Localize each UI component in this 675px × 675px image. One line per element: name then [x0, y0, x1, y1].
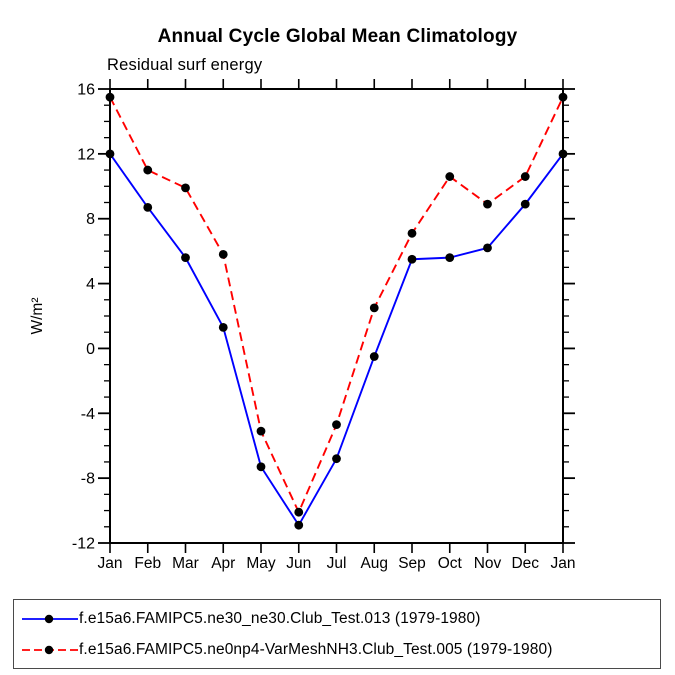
legend-swatch-solid-line — [22, 614, 78, 623]
x-axis-tick-label: Jul — [327, 555, 347, 572]
x-axis-tick-label: Aug — [360, 555, 388, 572]
legend-marker-dot — [44, 645, 54, 654]
data-point-marker-series-1 — [483, 199, 492, 209]
legend-label: f.e15a6.FAMIPC5.ne0np4-VarMeshNH3.Club_T… — [79, 640, 553, 658]
y-axis-tick-label: 12 — [77, 146, 95, 163]
x-axis-tick-label: Mar — [172, 555, 199, 572]
data-point-marker-series-1 — [407, 228, 417, 238]
data-point-marker-series-1 — [105, 92, 115, 102]
data-point-marker-series-1 — [294, 507, 304, 517]
y-axis-tick-label: 4 — [86, 276, 95, 293]
series-line-1 — [109, 96, 564, 514]
data-point-marker-series-0 — [105, 149, 115, 159]
y-axis-tick-label: 8 — [86, 211, 95, 228]
data-point-marker-series-1 — [143, 165, 153, 175]
y-axis-title: W/m² — [29, 297, 46, 334]
data-point-marker-series-0 — [256, 462, 266, 472]
x-axis-tick-label: Oct — [438, 555, 463, 572]
data-point-marker-series-0 — [218, 322, 228, 332]
chart-plot-area: Jan Feb Mar Apr May Jun Jul Aug Sep Oct Nov Dec Jan-… — [29, 79, 576, 572]
data-point-marker-series-0 — [332, 454, 341, 464]
series-line-0 — [109, 153, 564, 527]
data-point-marker-series-0 — [558, 149, 568, 159]
plot-frame — [109, 88, 564, 544]
data-point-marker-series-0 — [407, 254, 417, 264]
data-point-marker-series-1 — [520, 172, 530, 181]
data-point-marker-series-1 — [445, 172, 455, 181]
data-point-marker-series-1 — [332, 420, 341, 430]
data-point-marker-series-0 — [294, 520, 304, 530]
data-point-marker-series-1 — [558, 92, 568, 102]
legend-box: f.e15a6.FAMIPC5.ne30_ne30.Club_Test.013 … — [13, 599, 661, 669]
data-point-marker-series-0 — [369, 352, 379, 361]
x-axis-tick-label: Apr — [211, 555, 235, 572]
data-point-marker-series-1 — [256, 426, 266, 436]
data-point-marker-series-1 — [218, 249, 228, 259]
y-axis-tick-label: -4 — [81, 406, 95, 423]
y-axis-tick-label: 0 — [86, 341, 95, 358]
chart-subtitle: Residual surf energy — [107, 56, 263, 74]
chart-title: Annual Cycle Global Mean Climatology — [157, 26, 518, 47]
legend-item: f.e15a6.FAMIPC5.ne30_ne30.Club_Test.013 … — [21, 605, 660, 633]
x-axis-tick-label: Dec — [511, 555, 539, 572]
data-point-marker-series-0 — [520, 199, 530, 209]
data-point-marker-series-0 — [445, 253, 455, 263]
x-axis-tick-label: May — [246, 555, 276, 572]
data-point-marker-series-0 — [483, 243, 492, 253]
data-point-marker-series-0 — [181, 253, 190, 263]
legend-label: f.e15a6.FAMIPC5.ne30_ne30.Club_Test.013 … — [79, 609, 481, 627]
x-axis-tick-label: Jan — [551, 555, 576, 572]
x-axis-tick-label: Jan — [98, 555, 123, 572]
data-point-marker-series-1 — [181, 183, 190, 193]
x-axis-tick-label: Sep — [398, 555, 426, 572]
legend-marker-dot — [44, 614, 54, 623]
legend-swatch-dashed-line — [22, 645, 78, 654]
x-axis-tick-label: Feb — [134, 555, 161, 572]
y-axis-tick-label: -8 — [81, 471, 95, 488]
data-point-marker-series-0 — [143, 202, 153, 212]
x-axis-tick-label: Nov — [474, 555, 502, 572]
y-axis-tick-label: 16 — [77, 82, 95, 99]
y-axis-tick-label: -12 — [72, 536, 95, 553]
legend-item: f.e15a6.FAMIPC5.ne0np4-VarMeshNH3.Club_T… — [21, 636, 660, 664]
x-axis-tick-label: Jun — [286, 555, 311, 572]
data-point-marker-series-1 — [369, 303, 379, 313]
